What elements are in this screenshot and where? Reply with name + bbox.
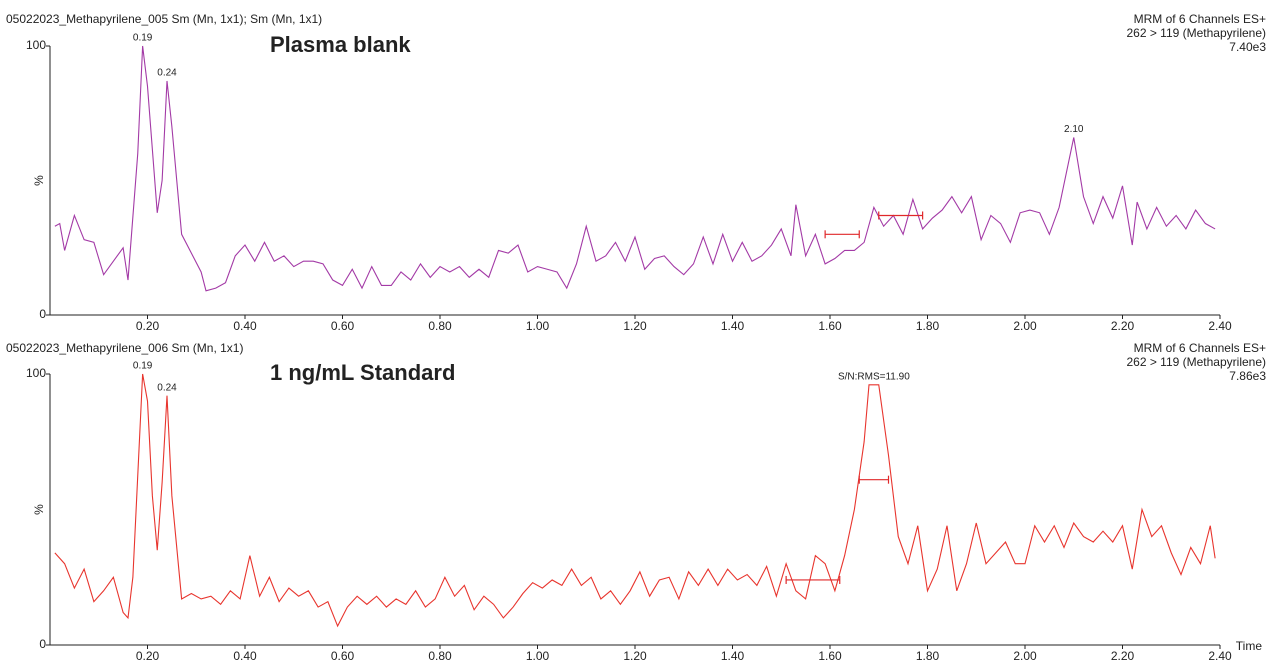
peak-label: 0.24 [157, 68, 177, 79]
header-right: 262 > 119 (Methapyrilene) [1126, 355, 1266, 369]
x-tick-label: 1.80 [916, 649, 940, 663]
peak-label: 0.24 [157, 382, 177, 393]
y-axis-label: % [32, 504, 46, 515]
noise-interval [878, 211, 924, 220]
x-tick-label: 1.80 [916, 319, 940, 333]
header-right: MRM of 6 Channels ES+ [1134, 12, 1266, 26]
x-tick-label: 1.60 [818, 319, 842, 333]
x-tick-label: 2.20 [1111, 649, 1135, 663]
y-tick-label: 100 [26, 366, 46, 380]
header-right: MRM of 6 Channels ES+ [1134, 341, 1266, 355]
x-tick-label: 0.40 [233, 319, 257, 333]
x-tick-label: 0.60 [331, 319, 355, 333]
y-tick-label: 0 [39, 307, 46, 321]
header-right: 7.86e3 [1229, 369, 1266, 383]
noise-interval [824, 230, 860, 239]
x-tick-label: 1.20 [623, 319, 647, 333]
x-tick-label: 1.20 [623, 649, 647, 663]
x-tick-label: 0.80 [428, 649, 452, 663]
panel-title: 1 ng/mL Standard [270, 360, 455, 385]
x-tick-label: 0.60 [331, 649, 355, 663]
x-tick-label: 1.00 [526, 319, 550, 333]
peak-label: 2.10 [1064, 124, 1084, 135]
x-tick-label: 2.00 [1013, 319, 1037, 333]
x-tick-label: 2.40 [1208, 649, 1232, 663]
y-tick-label: 0 [39, 637, 46, 651]
x-tick-label: 0.20 [136, 649, 160, 663]
header-left: 05022023_Methapyrilene_006 Sm (Mn, 1x1) [6, 341, 243, 355]
peak-label: S/N:RMS=11.90 [838, 371, 910, 382]
x-tick-label: 2.40 [1208, 319, 1232, 333]
header-right: 262 > 119 (Methapyrilene) [1126, 26, 1266, 40]
noise-interval [858, 475, 890, 484]
trace [54, 373, 1216, 628]
peak-label: 0.19 [133, 361, 153, 372]
x-tick-label: 1.00 [526, 649, 550, 663]
y-axis-label: % [32, 175, 46, 186]
noise-interval [785, 575, 841, 584]
x-tick-label: 1.60 [818, 649, 842, 663]
header-right: 7.40e3 [1229, 40, 1266, 54]
header-left: 05022023_Methapyrilene_005 Sm (Mn, 1x1);… [6, 12, 322, 26]
x-tick-label: 0.20 [136, 319, 160, 333]
x-tick-label: 0.40 [233, 649, 257, 663]
trace [54, 45, 1216, 292]
x-axis-label: Time [1236, 639, 1263, 653]
x-tick-label: 2.00 [1013, 649, 1037, 663]
x-tick-label: 1.40 [721, 319, 745, 333]
x-tick-label: 2.20 [1111, 319, 1135, 333]
x-tick-label: 0.80 [428, 319, 452, 333]
peak-label: 0.19 [133, 33, 153, 44]
y-tick-label: 100 [26, 38, 46, 52]
x-tick-label: 1.40 [721, 649, 745, 663]
panel-title: Plasma blank [270, 32, 411, 57]
